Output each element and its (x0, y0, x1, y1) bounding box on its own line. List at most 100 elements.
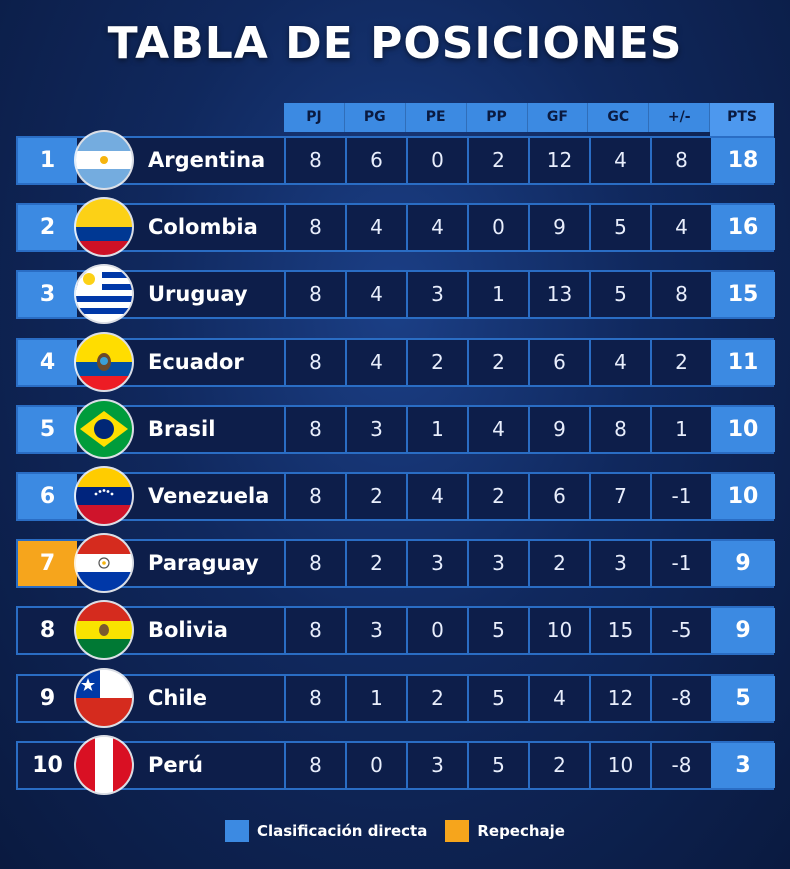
stat-pg: 2 (345, 541, 406, 586)
stat-pe: 3 (406, 743, 467, 788)
header-gf: GF (528, 103, 589, 132)
points-cell: 11 (711, 340, 775, 385)
points-cell: 16 (711, 205, 775, 250)
stat-pe: 0 (406, 608, 467, 653)
stat-pp: 2 (467, 474, 528, 519)
stat-pp: 5 (467, 743, 528, 788)
stat-diff: -8 (650, 676, 711, 721)
stat-gc: 12 (589, 676, 650, 721)
stat-pp: 2 (467, 340, 528, 385)
table-row: 9 Chile 8 1 2 5 4 12 -8 5 (16, 670, 775, 726)
team-name: Colombia (148, 215, 258, 239)
legend-label-direct: Clasificación directa (256, 822, 428, 840)
header-pj: PJ (284, 103, 345, 132)
stat-pp: 5 (467, 608, 528, 653)
stat-gf: 10 (528, 608, 589, 653)
team-name: Argentina (148, 148, 266, 172)
legend-item-direct: Clasificación directa (224, 820, 428, 842)
stat-pj: 8 (284, 676, 345, 721)
stat-pe: 2 (406, 676, 467, 721)
table-header: PJ PG PE PP GF GC +/- PTS (284, 103, 774, 148)
stat-diff: -8 (650, 743, 711, 788)
rank-cell: 7 (18, 541, 77, 586)
stat-pj: 8 (284, 205, 345, 250)
stats-cells: 8 0 3 5 2 10 -8 3 (284, 743, 775, 788)
rank-cell: 9 (39, 686, 56, 711)
stat-pe: 1 (406, 407, 467, 452)
stat-pe: 3 (406, 272, 467, 317)
table-row: 10 Perú 8 0 3 5 2 10 -8 3 (16, 737, 775, 793)
rank-cell: 8 (39, 618, 56, 643)
colombia-flag-icon (76, 199, 132, 255)
table-row: 4 Ecuador 8 4 2 2 6 4 2 11 (16, 334, 775, 390)
rank-cell: 2 (18, 205, 77, 250)
stats-cells: 8 2 3 3 2 3 -1 9 (284, 541, 775, 586)
stat-gf: 6 (528, 340, 589, 385)
brasil-flag-icon (76, 401, 132, 457)
stats-cells: 8 3 0 5 10 15 -5 9 (284, 608, 775, 653)
stat-gc: 7 (589, 474, 650, 519)
stat-diff: 8 (650, 272, 711, 317)
stat-pp: 4 (467, 407, 528, 452)
stat-pe: 4 (406, 205, 467, 250)
paraguay-flag-icon (76, 535, 132, 591)
rank-cell: 4 (18, 340, 77, 385)
stat-gf: 2 (528, 541, 589, 586)
stat-diff: 1 (650, 407, 711, 452)
stat-pg: 4 (345, 272, 406, 317)
stat-pp: 2 (467, 138, 528, 183)
stat-pp: 1 (467, 272, 528, 317)
stat-pg: 4 (345, 205, 406, 250)
rank-cell: 5 (18, 407, 77, 452)
points-cell: 9 (711, 608, 775, 653)
legend-swatch-direct (224, 820, 249, 842)
ecuador-flag-icon (76, 334, 132, 390)
legend: Clasificación directa Repechaje (0, 820, 790, 842)
stat-pj: 8 (284, 407, 345, 452)
header-pp: PP (467, 103, 528, 132)
argentina-flag-icon (76, 132, 132, 188)
stat-pj: 8 (284, 608, 345, 653)
stat-gf: 2 (528, 743, 589, 788)
stat-gf: 9 (528, 205, 589, 250)
stat-diff: 8 (650, 138, 711, 183)
stat-gf: 13 (528, 272, 589, 317)
stat-pp: 3 (467, 541, 528, 586)
rank-cell: 1 (18, 138, 77, 183)
stat-pj: 8 (284, 340, 345, 385)
team-name: Venezuela (148, 484, 270, 508)
header-pe: PE (406, 103, 467, 132)
legend-label-playoff: Repechaje (477, 822, 565, 840)
table-row: 7 Paraguay 8 2 3 3 2 3 -1 9 (16, 535, 775, 591)
stat-pe: 3 (406, 541, 467, 586)
stats-cells: 8 6 0 2 12 4 8 18 (284, 138, 775, 183)
team-name: Perú (148, 753, 203, 777)
stats-cells: 8 4 3 1 13 5 8 15 (284, 272, 775, 317)
rank-cell: 6 (18, 474, 77, 519)
stat-pj: 8 (284, 272, 345, 317)
stats-cells: 8 3 1 4 9 8 1 10 (284, 407, 775, 452)
stat-pe: 4 (406, 474, 467, 519)
points-cell: 3 (711, 743, 775, 788)
team-name: Chile (148, 686, 208, 710)
stat-pg: 4 (345, 340, 406, 385)
stat-pe: 2 (406, 340, 467, 385)
stat-pj: 8 (284, 541, 345, 586)
stat-diff: -1 (650, 474, 711, 519)
points-cell: 18 (711, 138, 775, 183)
team-name: Ecuador (148, 350, 244, 374)
stat-pj: 8 (284, 474, 345, 519)
header-diff: +/- (649, 103, 711, 132)
stat-gc: 15 (589, 608, 650, 653)
stat-pg: 6 (345, 138, 406, 183)
stat-gc: 10 (589, 743, 650, 788)
stats-cells: 8 1 2 5 4 12 -8 5 (284, 676, 775, 721)
table-row: 2 Colombia 8 4 4 0 9 5 4 16 (16, 199, 775, 255)
page-title: TABLA DE POSICIONES (107, 18, 683, 69)
table-row: 1 Argentina 8 6 0 2 12 4 8 18 (16, 132, 775, 188)
points-cell: 15 (711, 272, 775, 317)
stat-gc: 5 (589, 272, 650, 317)
rank-cell: 10 (32, 753, 63, 778)
stats-cells: 8 4 2 2 6 4 2 11 (284, 340, 775, 385)
legend-item-playoff: Repechaje (445, 820, 565, 842)
